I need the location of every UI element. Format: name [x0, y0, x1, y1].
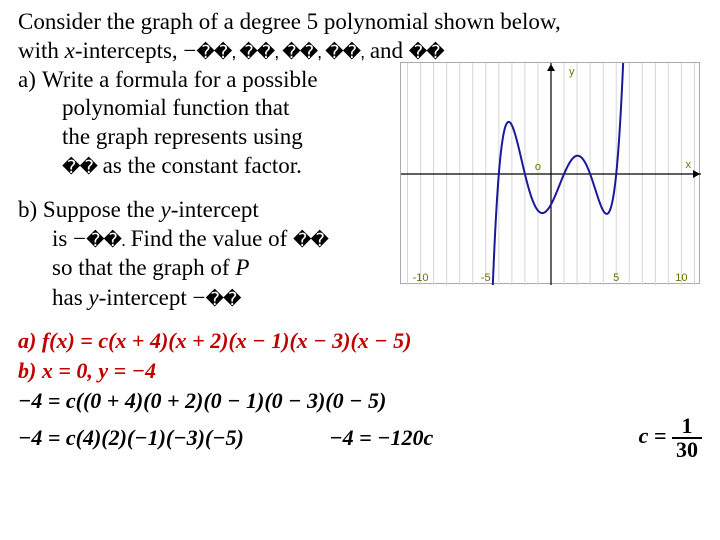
answer-b-sub: b) x = 0, y = −4 [18, 356, 702, 386]
placeholder-glyphs: �� [409, 42, 444, 62]
problem-line-1: Consider the graph of a degree 5 polynom… [18, 8, 702, 37]
txt: has [52, 285, 88, 310]
frac-num: 1 [672, 415, 702, 439]
frac-den: 30 [672, 439, 702, 461]
txt: Find the value of [125, 226, 293, 251]
txt: so that the graph of [52, 255, 235, 280]
txt: -intercept [171, 197, 259, 222]
placeholder-glyphs: �� [293, 230, 328, 250]
part-b-label: b) [18, 197, 37, 222]
svg-text:y: y [569, 66, 575, 78]
y-italic: y [160, 197, 170, 222]
svg-text:x: x [686, 159, 692, 171]
txt: is − [52, 226, 86, 251]
placeholder-glyphs: ��, ��, ��, ��, [196, 42, 364, 62]
c-eq-lhs: c = [639, 423, 672, 448]
answer-c-value: c = 130 [639, 415, 702, 461]
svg-text:10: 10 [675, 272, 687, 284]
answer-a: a) f(x) = c(x + 4)(x + 2)(x − 1)(x − 3)(… [18, 326, 702, 356]
answers-block: a) f(x) = c(x + 4)(x + 2)(x − 1)(x − 3)(… [0, 326, 720, 461]
placeholder-glyphs: ��. [86, 230, 125, 250]
y-italic: y [88, 285, 98, 310]
txt: Write a formula for a possible [42, 67, 318, 92]
answer-b-step1: −4 = c((0 + 4)(0 + 2)(0 − 1)(0 − 3)(0 − … [18, 386, 702, 416]
txt: and [364, 38, 409, 63]
txt: as the constant factor. [97, 153, 302, 178]
answer-b-simplified: −4 = −120c [329, 423, 433, 453]
p-italic: P [235, 255, 249, 280]
polynomial-graph: -10 -5 5 10 y x o [400, 62, 700, 284]
placeholder-glyphs: �� [62, 157, 97, 177]
txt: -intercepts, − [75, 38, 197, 63]
part-a-label: a) [18, 66, 42, 95]
svg-text:o: o [535, 161, 541, 173]
txt: Suppose the [43, 197, 161, 222]
txt: -intercept − [99, 285, 206, 310]
answer-b-step2: −4 = c(4)(2)(−1)(−3)(−5) [18, 423, 244, 453]
svg-text:-5: -5 [481, 272, 491, 284]
x-italic: x [65, 38, 75, 63]
txt: with [18, 38, 65, 63]
placeholder-glyphs: �� [205, 289, 240, 309]
svg-text:-10: -10 [413, 272, 429, 284]
svg-text:5: 5 [613, 272, 619, 284]
